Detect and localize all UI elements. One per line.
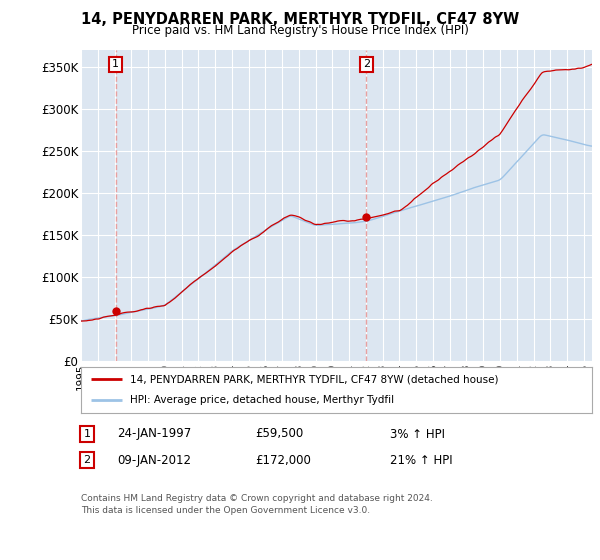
Text: 21% ↑ HPI: 21% ↑ HPI xyxy=(390,454,452,467)
Text: Contains HM Land Registry data © Crown copyright and database right 2024.
This d: Contains HM Land Registry data © Crown c… xyxy=(81,494,433,515)
Text: 2: 2 xyxy=(363,59,370,69)
Text: 1: 1 xyxy=(112,59,119,69)
Text: HPI: Average price, detached house, Merthyr Tydfil: HPI: Average price, detached house, Mert… xyxy=(130,395,394,405)
Text: 1: 1 xyxy=(83,429,91,439)
Text: 2: 2 xyxy=(83,455,91,465)
Text: £172,000: £172,000 xyxy=(255,454,311,467)
Text: 09-JAN-2012: 09-JAN-2012 xyxy=(117,454,191,467)
Text: Price paid vs. HM Land Registry's House Price Index (HPI): Price paid vs. HM Land Registry's House … xyxy=(131,24,469,37)
Text: 14, PENYDARREN PARK, MERTHYR TYDFIL, CF47 8YW: 14, PENYDARREN PARK, MERTHYR TYDFIL, CF4… xyxy=(81,12,519,27)
Text: 24-JAN-1997: 24-JAN-1997 xyxy=(117,427,191,441)
Text: 14, PENYDARREN PARK, MERTHYR TYDFIL, CF47 8YW (detached house): 14, PENYDARREN PARK, MERTHYR TYDFIL, CF4… xyxy=(130,374,498,384)
Text: 3% ↑ HPI: 3% ↑ HPI xyxy=(390,427,445,441)
Text: £59,500: £59,500 xyxy=(255,427,303,441)
